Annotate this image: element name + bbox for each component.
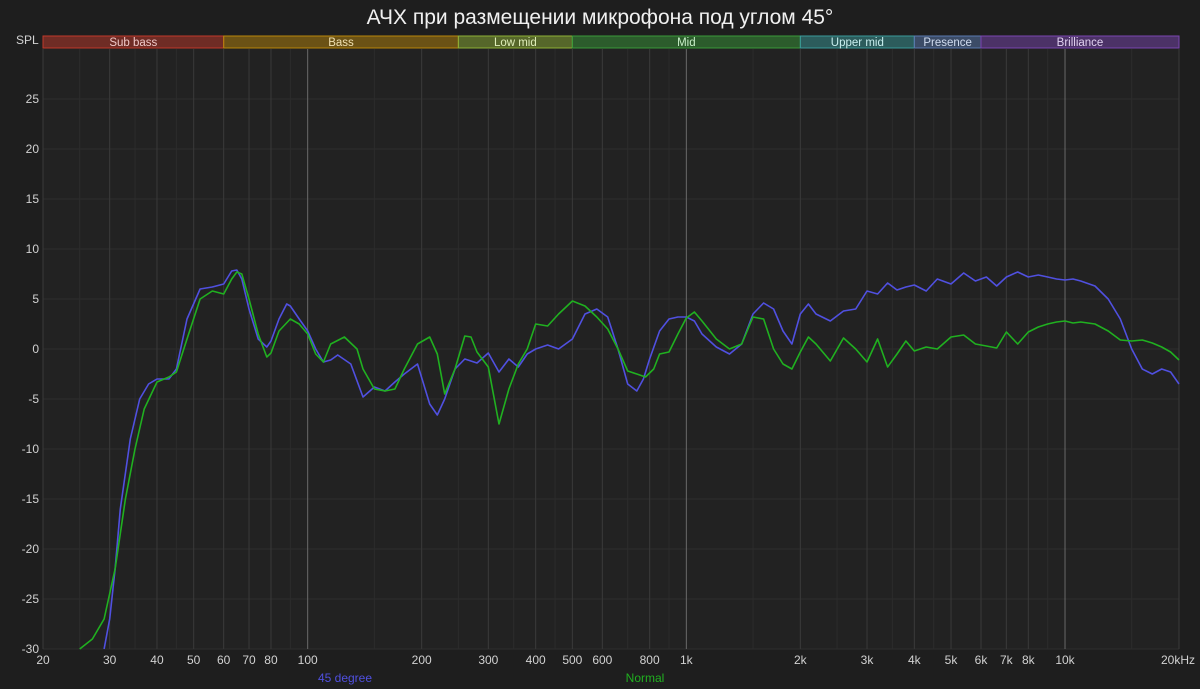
x-axis-ticks: 20 30 40 50 60 70 80 100 200 300 400 500 600 800 1k 2k 3… bbox=[36, 653, 1195, 667]
x-tick-label: 3k bbox=[861, 653, 875, 667]
x-tick-label: 4k bbox=[908, 653, 922, 667]
y-tick-label: -20 bbox=[22, 542, 40, 556]
x-tick-label: 2k bbox=[794, 653, 808, 667]
x-tick-label: 200 bbox=[412, 653, 432, 667]
band-label: Low mid bbox=[494, 37, 537, 49]
band-brilliance bbox=[980, 35, 1180, 49]
x-tick-label: 800 bbox=[640, 653, 660, 667]
frequency-bands: Sub bass Bass Low mid Mid Upper mid Presence B… bbox=[42, 35, 1180, 49]
y-tick-label: 25 bbox=[26, 92, 40, 106]
y-tick-label: -10 bbox=[22, 442, 40, 456]
x-tick-label: 7k bbox=[1000, 653, 1014, 667]
series-line-normal bbox=[79, 271, 1180, 650]
x-tick-label: 300 bbox=[478, 653, 498, 667]
y-tick-label: -5 bbox=[28, 392, 39, 406]
x-tick-label: 20kHz bbox=[1161, 653, 1195, 667]
y-tick-label: 0 bbox=[32, 342, 39, 356]
chart-title: АЧХ при размещении микрофона под углом 4… bbox=[366, 6, 834, 29]
x-tick-label: 500 bbox=[562, 653, 582, 667]
legend: 45 degree Normal bbox=[318, 671, 664, 685]
x-tick-label: 1k bbox=[680, 653, 694, 667]
grid-lines bbox=[42, 49, 1180, 650]
y-tick-label: -30 bbox=[22, 642, 40, 656]
x-tick-label: 8k bbox=[1022, 653, 1036, 667]
y-axis-label: SPL bbox=[16, 33, 39, 47]
series-lines bbox=[79, 269, 1180, 650]
y-axis-ticks: 25 20 15 10 5 0 -5 -10 -15 -20 -25 -30 bbox=[22, 92, 40, 656]
x-tick-label: 6k bbox=[975, 653, 989, 667]
legend-entry: Normal bbox=[626, 671, 665, 685]
band-label: Bass bbox=[328, 37, 354, 49]
x-tick-label: 20 bbox=[36, 653, 50, 667]
x-tick-label: 40 bbox=[150, 653, 164, 667]
x-tick-label: 30 bbox=[103, 653, 117, 667]
x-tick-label: 600 bbox=[592, 653, 612, 667]
y-tick-label: 5 bbox=[32, 292, 39, 306]
x-tick-label: 400 bbox=[526, 653, 546, 667]
y-tick-label: -15 bbox=[22, 492, 40, 506]
x-tick-label: 10k bbox=[1055, 653, 1075, 667]
y-tick-label: 10 bbox=[26, 242, 40, 256]
band-label: Presence bbox=[923, 37, 972, 49]
x-tick-label: 100 bbox=[298, 653, 318, 667]
x-tick-label: 5k bbox=[945, 653, 959, 667]
band-label: Brilliance bbox=[1057, 37, 1104, 49]
legend-entry: 45 degree bbox=[318, 671, 372, 685]
y-tick-label: 20 bbox=[26, 142, 40, 156]
x-tick-label: 80 bbox=[264, 653, 278, 667]
band-label: Sub bass bbox=[109, 37, 157, 49]
band-label: Upper mid bbox=[831, 37, 884, 49]
x-tick-label: 70 bbox=[242, 653, 256, 667]
y-tick-label: 15 bbox=[26, 192, 40, 206]
x-tick-label: 60 bbox=[217, 653, 231, 667]
y-tick-label: -25 bbox=[22, 592, 40, 606]
band-label: Mid bbox=[677, 37, 696, 49]
x-tick-label: 50 bbox=[187, 653, 201, 667]
